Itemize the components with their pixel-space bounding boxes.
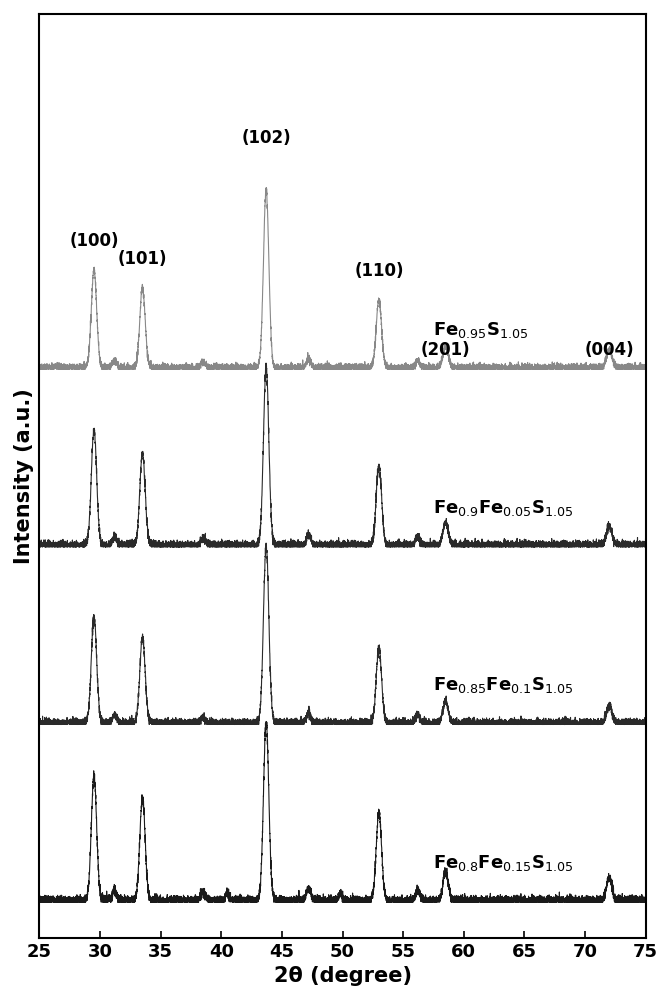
Text: (201): (201) (421, 341, 470, 359)
Text: (110): (110) (354, 262, 404, 280)
Text: (100): (100) (69, 232, 119, 250)
X-axis label: 2θ (degree): 2θ (degree) (274, 966, 411, 986)
Text: (101): (101) (118, 250, 167, 268)
Text: (004): (004) (585, 341, 634, 359)
Text: Fe$_{0.8}$Fe$_{0.15}$S$_{1.05}$: Fe$_{0.8}$Fe$_{0.15}$S$_{1.05}$ (433, 853, 574, 873)
Y-axis label: Intensity (a.u.): Intensity (a.u.) (14, 388, 34, 564)
Text: Fe$_{0.9}$Fe$_{0.05}$S$_{1.05}$: Fe$_{0.9}$Fe$_{0.05}$S$_{1.05}$ (433, 498, 574, 518)
Text: (102): (102) (241, 129, 291, 147)
Text: Fe$_{0.95}$S$_{1.05}$: Fe$_{0.95}$S$_{1.05}$ (433, 320, 529, 340)
Text: Fe$_{0.85}$Fe$_{0.1}$S$_{1.05}$: Fe$_{0.85}$Fe$_{0.1}$S$_{1.05}$ (433, 675, 574, 695)
